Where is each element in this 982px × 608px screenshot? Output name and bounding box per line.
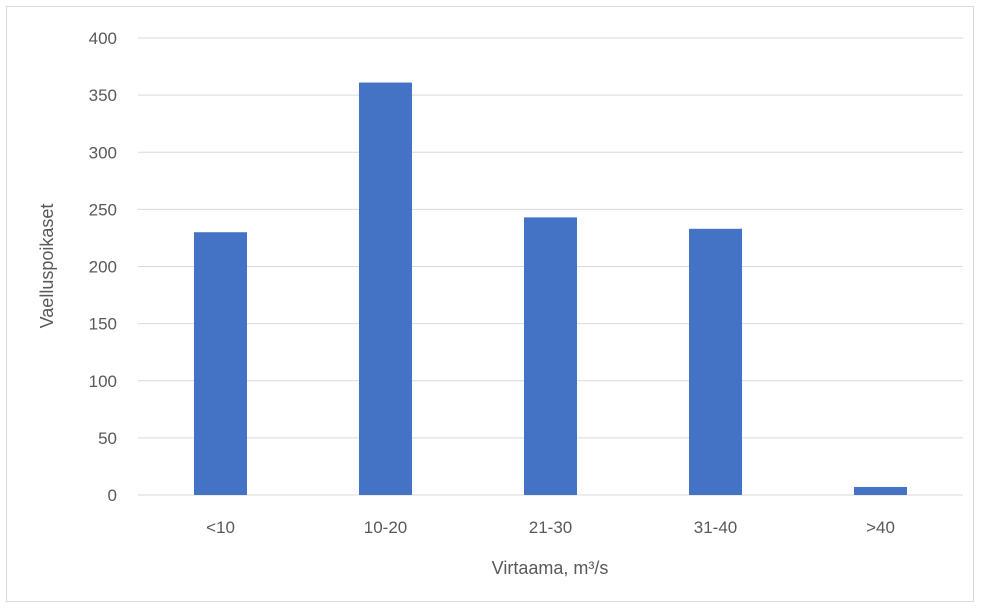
y-tick-label: 150 [89, 315, 117, 334]
x-tick-label: >40 [866, 518, 895, 537]
bar [359, 82, 412, 496]
y-axis-title: Vaelluspoikaset [37, 204, 57, 329]
gridlines [138, 37, 963, 496]
chart-frame [6, 6, 974, 602]
y-tick-label: 50 [98, 429, 117, 448]
y-axis-tick-labels: 0 50 100 150 200 250 300 350 400 [89, 29, 117, 505]
bars [194, 82, 907, 496]
y-tick-label: 200 [89, 258, 117, 277]
bar [689, 228, 742, 496]
y-tick-label: 250 [89, 200, 117, 219]
bar [854, 487, 907, 495]
y-tick-label: 300 [89, 143, 117, 162]
x-tick-label: 31-40 [694, 518, 737, 537]
y-tick-label: 350 [89, 86, 117, 105]
y-tick-label: 0 [108, 486, 117, 505]
bar [194, 232, 247, 495]
y-tick-label: 400 [89, 29, 117, 48]
x-tick-label: <10 [206, 518, 235, 537]
x-tick-label: 10-20 [364, 518, 407, 537]
x-axis-title: Virtaama, m³/s [492, 558, 609, 578]
x-axis-tick-labels: <10 10-20 21-30 31-40 >40 [206, 518, 895, 537]
bar [524, 217, 577, 495]
y-tick-label: 100 [89, 372, 117, 391]
x-tick-label: 21-30 [529, 518, 572, 537]
